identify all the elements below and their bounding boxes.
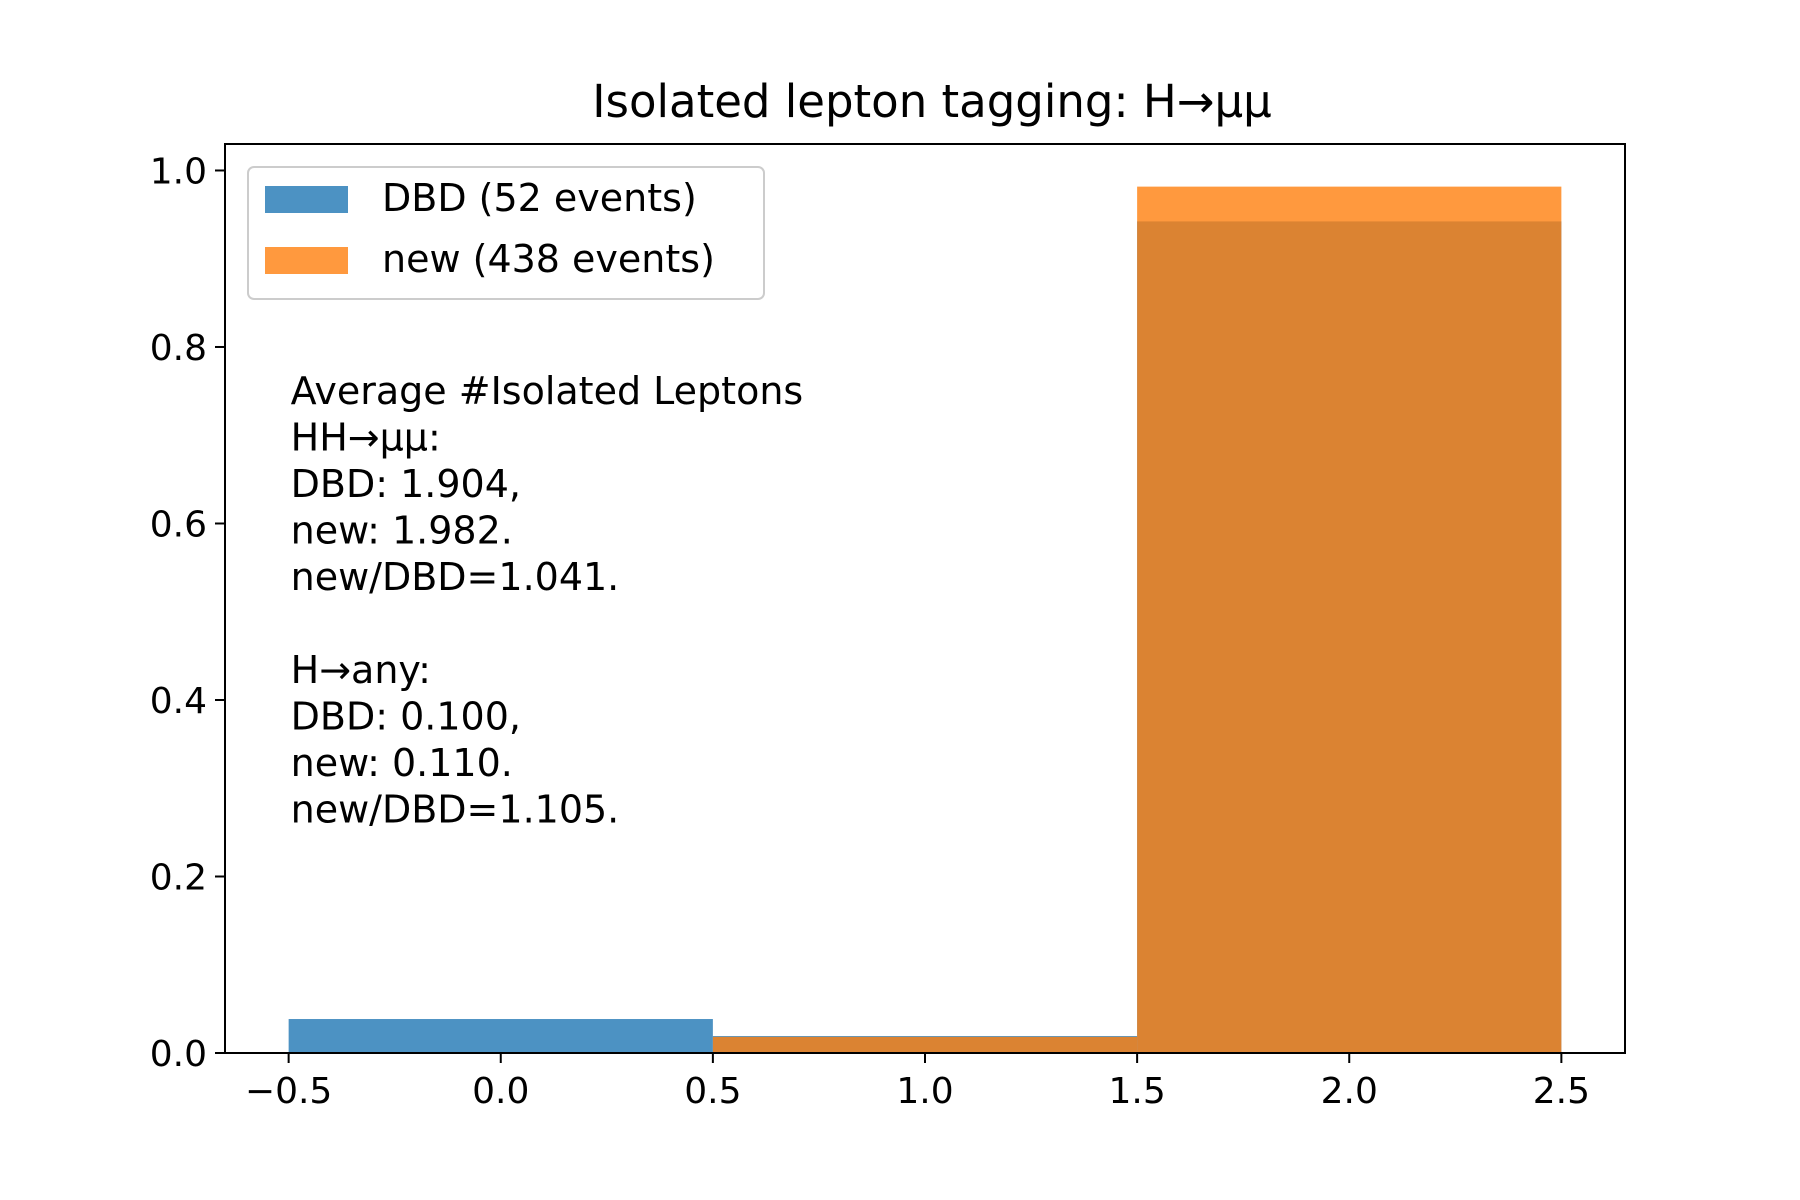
x-tick-label: 1.5: [1108, 1071, 1165, 1112]
x-tick-label: 2.5: [1533, 1071, 1590, 1112]
y-tick-label: 0.8: [150, 328, 207, 369]
legend-swatch-dbd: [265, 186, 348, 213]
chart-title: Isolated lepton tagging: H→μμ: [592, 75, 1271, 128]
y-axis: 0.0 0.2 0.4 0.6 0.8 1.0: [150, 151, 225, 1075]
x-tick-label: −0.5: [245, 1071, 332, 1112]
bar-dbd-bin-0: [288, 1019, 713, 1053]
annotation-line: new/DBD=1.105.: [291, 788, 620, 832]
legend-frame: [247, 166, 765, 300]
annotation-line: DBD: 1.904,: [291, 462, 521, 506]
y-tick-label: 0.6: [150, 504, 207, 545]
annotation-line: H→any:: [291, 648, 431, 692]
annotation-line: new: 1.982.: [291, 509, 513, 553]
x-axis: −0.5 0.0 0.5 1.0 1.5 2.0 2.5: [245, 1053, 1590, 1112]
annotation-line: DBD: 0.100,: [291, 695, 521, 739]
annotation-line: Average #Isolated Leptons: [291, 369, 804, 413]
bars-group: [288, 186, 1562, 1053]
bar-new-bin-1: [712, 1036, 1138, 1053]
x-tick-label: 0.5: [684, 1071, 741, 1112]
x-tick-label: 1.0: [896, 1071, 953, 1112]
bar-new-bin-2: [1137, 186, 1562, 1053]
x-tick-label: 2.0: [1321, 1071, 1378, 1112]
annotation-line: HH→μμ:: [291, 416, 441, 460]
annotation-line: new: 0.110.: [291, 741, 513, 785]
y-tick-label: 0.0: [150, 1034, 207, 1075]
legend-label-new: new (438 events): [382, 237, 715, 281]
y-tick-label: 1.0: [150, 151, 207, 192]
legend-swatch-new: [265, 247, 348, 274]
legend: DBD (52 events) new (438 events): [247, 166, 765, 300]
plot-frame: [224, 143, 1626, 1054]
y-tick-label: 0.2: [150, 857, 207, 898]
x-tick-label: 0.0: [472, 1071, 529, 1112]
annotation-line: new/DBD=1.041.: [291, 555, 620, 599]
y-tick-label: 0.4: [150, 681, 207, 722]
legend-label-dbd: DBD (52 events): [382, 176, 697, 220]
